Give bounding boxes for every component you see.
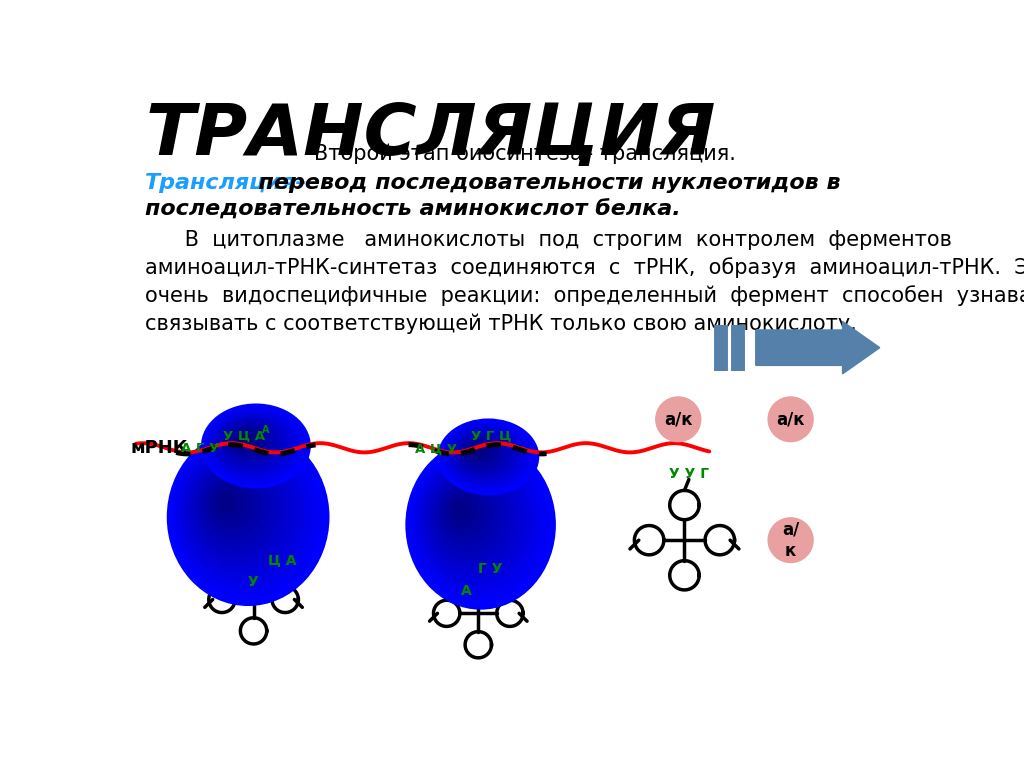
Text: очень  видоспецифичные  реакции:  определенный  фермент  способен  узнавать  и: очень видоспецифичные реакции: определен… bbox=[145, 285, 1024, 306]
Ellipse shape bbox=[201, 403, 311, 489]
Text: Второй этап биосинтеза– трансляция.: Второй этап биосинтеза– трансляция. bbox=[314, 143, 735, 164]
Text: У Ц А: У Ц А bbox=[222, 430, 264, 443]
Text: последовательность аминокислот белка.: последовательность аминокислот белка. bbox=[145, 199, 681, 219]
Text: А: А bbox=[461, 584, 472, 598]
Ellipse shape bbox=[171, 434, 322, 597]
Ellipse shape bbox=[234, 432, 257, 449]
Text: А: А bbox=[262, 425, 269, 435]
Text: А Г У: А Г У bbox=[180, 443, 219, 456]
Ellipse shape bbox=[180, 445, 304, 581]
Text: перевод последовательности нуклеотидов в: перевод последовательности нуклеотидов в bbox=[243, 173, 841, 193]
Ellipse shape bbox=[227, 426, 267, 457]
Ellipse shape bbox=[426, 467, 517, 569]
Ellipse shape bbox=[462, 439, 499, 467]
Circle shape bbox=[768, 518, 813, 562]
Ellipse shape bbox=[465, 442, 495, 463]
Ellipse shape bbox=[221, 420, 279, 465]
Ellipse shape bbox=[447, 494, 478, 528]
Ellipse shape bbox=[446, 426, 524, 485]
Text: У: У bbox=[248, 574, 259, 589]
Text: Трансляция–: Трансляция– bbox=[145, 173, 307, 193]
Ellipse shape bbox=[439, 483, 494, 545]
Ellipse shape bbox=[471, 446, 484, 456]
Text: Г У: Г У bbox=[478, 562, 503, 576]
Circle shape bbox=[655, 397, 700, 442]
Ellipse shape bbox=[406, 440, 556, 610]
FancyArrow shape bbox=[756, 321, 880, 374]
Ellipse shape bbox=[189, 456, 288, 564]
Text: А Ц У: А Ц У bbox=[415, 443, 457, 456]
Text: мРНК: мРНК bbox=[130, 439, 187, 457]
Text: связывать с соответствующей тРНК только свою аминокислоту.: связывать с соответствующей тРНК только … bbox=[145, 313, 857, 334]
Circle shape bbox=[768, 397, 813, 442]
Ellipse shape bbox=[443, 423, 529, 489]
Text: В  цитоплазме   аминокислоты  под  строгим  контролем  ферментов: В цитоплазме аминокислоты под строгим ко… bbox=[145, 230, 952, 250]
Ellipse shape bbox=[224, 423, 273, 461]
Text: аминоацил-тРНК-синтетаз  соединяются  с  тРНК,  образуя  аминоацил-тРНК.  Это: аминоацил-тРНК-синтетаз соединяются с тР… bbox=[145, 258, 1024, 278]
Ellipse shape bbox=[208, 409, 300, 481]
Ellipse shape bbox=[452, 499, 470, 521]
Ellipse shape bbox=[459, 436, 504, 470]
Ellipse shape bbox=[185, 451, 296, 572]
Ellipse shape bbox=[204, 407, 305, 485]
Ellipse shape bbox=[468, 444, 489, 460]
Ellipse shape bbox=[430, 472, 509, 561]
Text: У Г Ц: У Г Ц bbox=[471, 430, 511, 443]
Ellipse shape bbox=[410, 446, 548, 601]
Ellipse shape bbox=[212, 485, 246, 522]
Ellipse shape bbox=[203, 473, 262, 538]
Ellipse shape bbox=[440, 421, 535, 492]
Text: У У Г: У У Г bbox=[669, 467, 709, 481]
Ellipse shape bbox=[443, 489, 486, 537]
Ellipse shape bbox=[453, 431, 514, 478]
Text: а/
к: а/ к bbox=[782, 521, 800, 560]
Ellipse shape bbox=[230, 429, 262, 453]
Ellipse shape bbox=[414, 451, 541, 594]
Ellipse shape bbox=[450, 429, 519, 481]
Ellipse shape bbox=[167, 428, 330, 606]
Ellipse shape bbox=[199, 468, 270, 547]
Ellipse shape bbox=[437, 419, 540, 495]
Text: Ц А: Ц А bbox=[267, 553, 296, 567]
Text: ТРАНСЛЯЦИЯ: ТРАНСЛЯЦИЯ bbox=[145, 101, 716, 170]
Ellipse shape bbox=[434, 478, 502, 553]
Ellipse shape bbox=[456, 434, 509, 474]
Ellipse shape bbox=[176, 439, 312, 589]
Ellipse shape bbox=[208, 479, 254, 530]
Ellipse shape bbox=[194, 462, 280, 555]
Text: а/к: а/к bbox=[664, 410, 692, 428]
Ellipse shape bbox=[216, 490, 238, 513]
Ellipse shape bbox=[211, 412, 295, 476]
Ellipse shape bbox=[418, 456, 532, 585]
Ellipse shape bbox=[422, 462, 525, 578]
Ellipse shape bbox=[214, 415, 289, 472]
Ellipse shape bbox=[217, 418, 284, 469]
Ellipse shape bbox=[238, 435, 251, 446]
Text: а/к: а/к bbox=[776, 410, 805, 428]
